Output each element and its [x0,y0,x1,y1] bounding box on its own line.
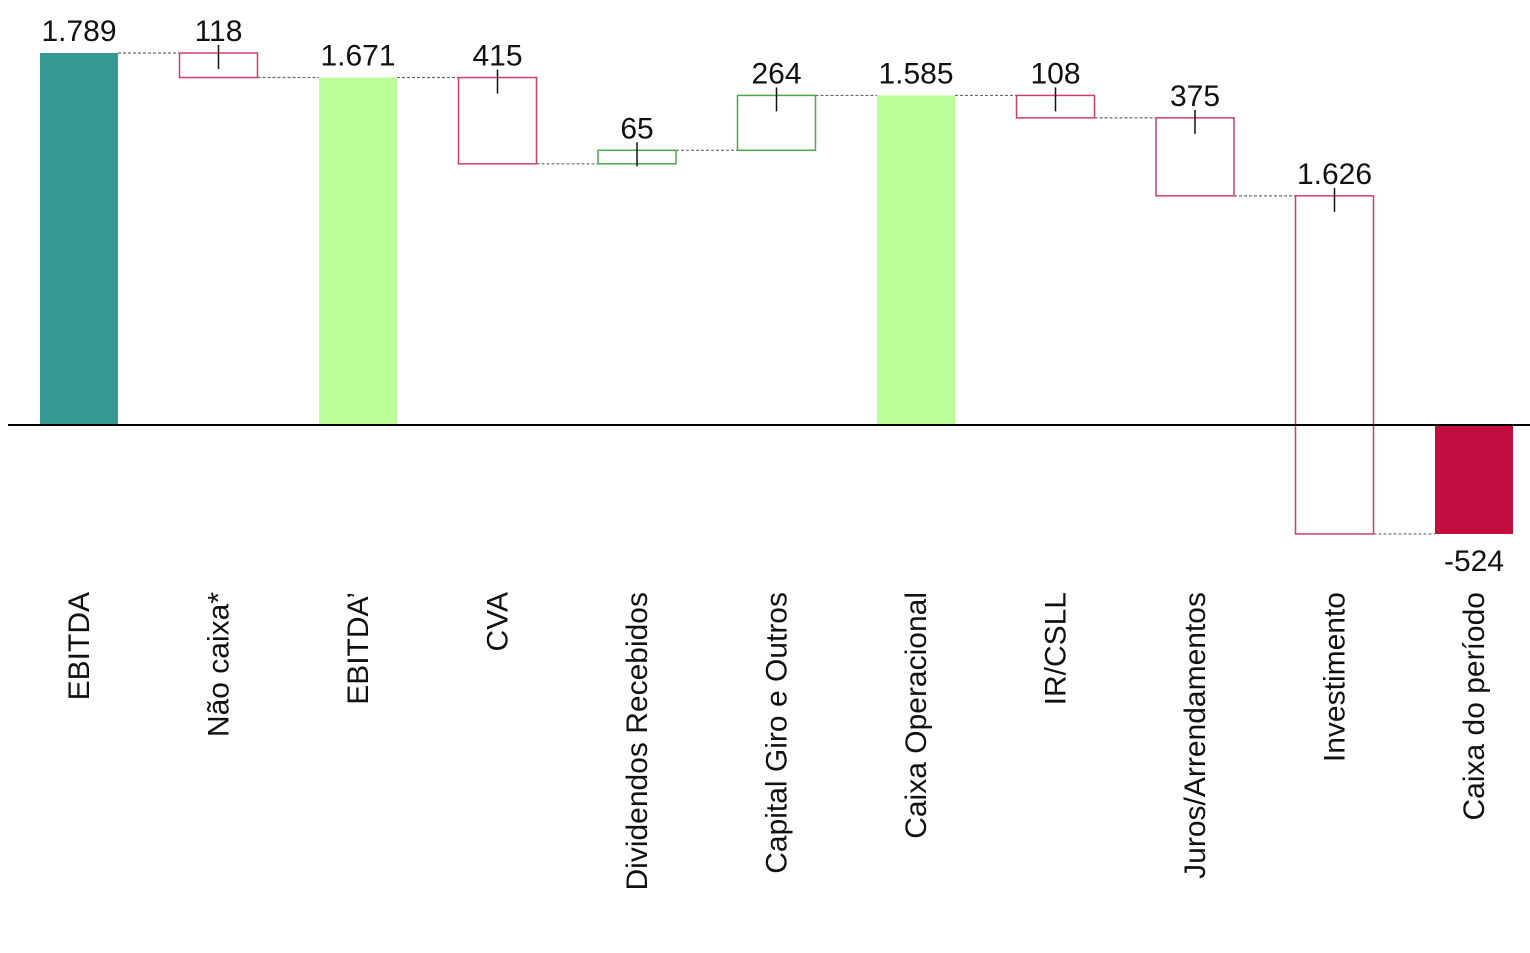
value-label-7: 1.585 [878,57,953,90]
category-label-5: Dividendos Recebidos [621,592,654,891]
value-label-6: 264 [751,57,801,90]
value-label-2: 118 [195,15,243,48]
value-label-11: -524 [1444,545,1504,578]
value-label-4: 415 [472,40,522,73]
value-label-1: 1.789 [41,15,116,48]
value-label-8: 108 [1030,57,1080,90]
category-label-9: Juros/Arrendamentos [1179,592,1212,879]
category-label-7: Caixa Operacional [900,592,933,839]
value-labels: 1.789 118 1.671 415 65 264 1.585 108 375 1.626 -52… [41,15,1504,578]
category-label-6: Capital Giro e Outros [761,592,794,874]
connector-lines [118,52,1435,535]
bar-3 [319,77,397,425]
value-label-5: 65 [620,112,653,145]
bar-11 [1435,425,1513,534]
category-label-1: EBITDA [63,592,96,700]
value-label-9: 375 [1170,80,1220,113]
value-ticks [217,45,1336,212]
category-label-4: CVA [482,592,515,651]
bar-1 [40,53,118,425]
category-label-10: Investimento [1319,592,1352,762]
category-label-2: Não caixa* [203,592,236,737]
bars [40,52,1513,535]
category-labels: EBITDA Não caixa* EBITDA’ CVA Dividendos Rec… [63,592,1491,891]
category-label-3: EBITDA’ [342,592,375,705]
category-label-8: IR/CSLL [1040,592,1073,705]
value-label-3: 1.671 [320,40,395,73]
bar-7 [877,95,955,426]
bar-10 [1294,195,1375,535]
category-label-11: Caixa do período [1458,592,1491,821]
value-label-10: 1.626 [1297,158,1372,191]
